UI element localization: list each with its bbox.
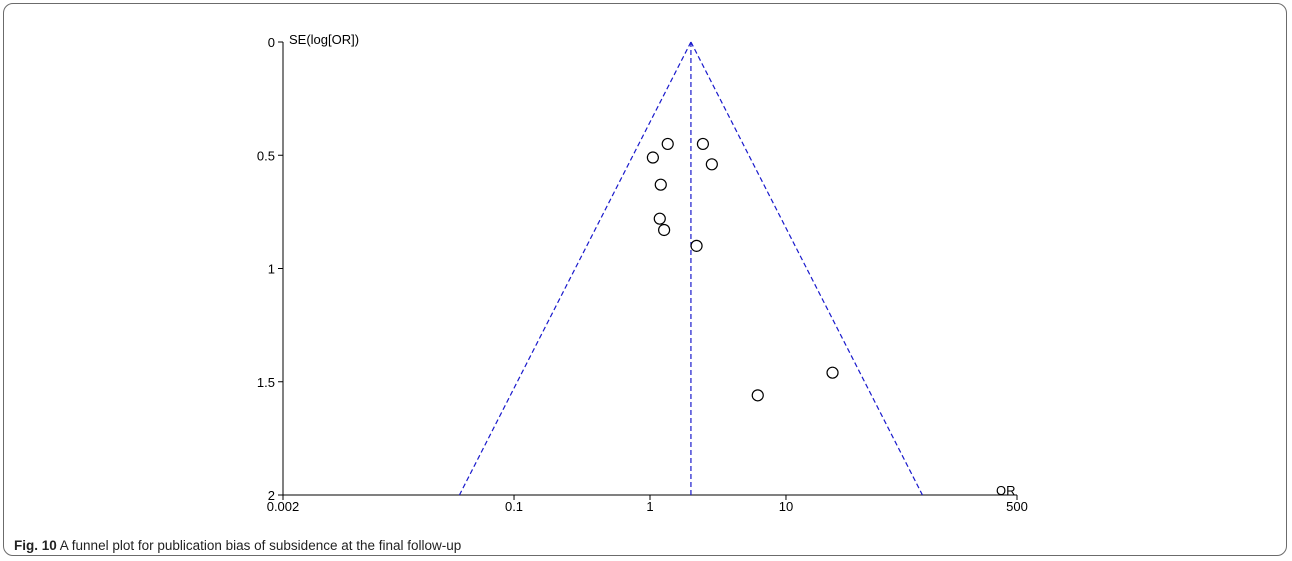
- caption-label: Fig. 10: [14, 538, 57, 553]
- study-point: [696, 137, 710, 151]
- funnel-right-line: [690, 41, 923, 496]
- x-tick-label: 0.1: [505, 499, 523, 514]
- study-point: [658, 223, 671, 237]
- caption-text: A funnel plot for publication bias of su…: [59, 538, 462, 553]
- figure-caption: Fig. 10 A funnel plot for publication bi…: [14, 538, 461, 553]
- study-point: [654, 178, 667, 191]
- y-tick-label: 0: [268, 35, 275, 50]
- funnel-left-line: [458, 41, 692, 496]
- y-axis-label: SE(log[OR]): [289, 32, 359, 47]
- y-tick-label: 0.5: [257, 148, 275, 163]
- x-tick-label: 10: [779, 499, 793, 514]
- x-tick-label: 1: [646, 499, 653, 514]
- y-tick-label: 1: [268, 262, 275, 277]
- y-tick-label: 1.5: [257, 375, 275, 390]
- study-point: [690, 239, 703, 252]
- study-point: [653, 212, 666, 225]
- axes: 0 0.5 1 1.5 20.002 0.1 1 10 500: [257, 35, 1028, 514]
- y-tick-label: 2: [268, 488, 275, 503]
- study-point: [661, 137, 674, 151]
- study-point: [826, 366, 839, 379]
- x-axis-label: OR: [996, 483, 1016, 498]
- study-point: [646, 151, 659, 164]
- study-point: [705, 158, 718, 171]
- study-point: [751, 389, 764, 402]
- funnel-lines: [458, 41, 923, 496]
- figure-frame: 0 0.5 1 1.5 2 0.002 0.1 1 10 500 SE(log[OR]) OR F…: [3, 3, 1287, 556]
- study-points: [646, 137, 839, 402]
- funnel-plot: 0 0.5 1 1.5 20.002 0.1 1 10 500 SE(log[OR]) OR: [257, 32, 1028, 514]
- x-tick-label: 0.002: [267, 499, 300, 514]
- x-tick-label: 500: [1006, 499, 1028, 514]
